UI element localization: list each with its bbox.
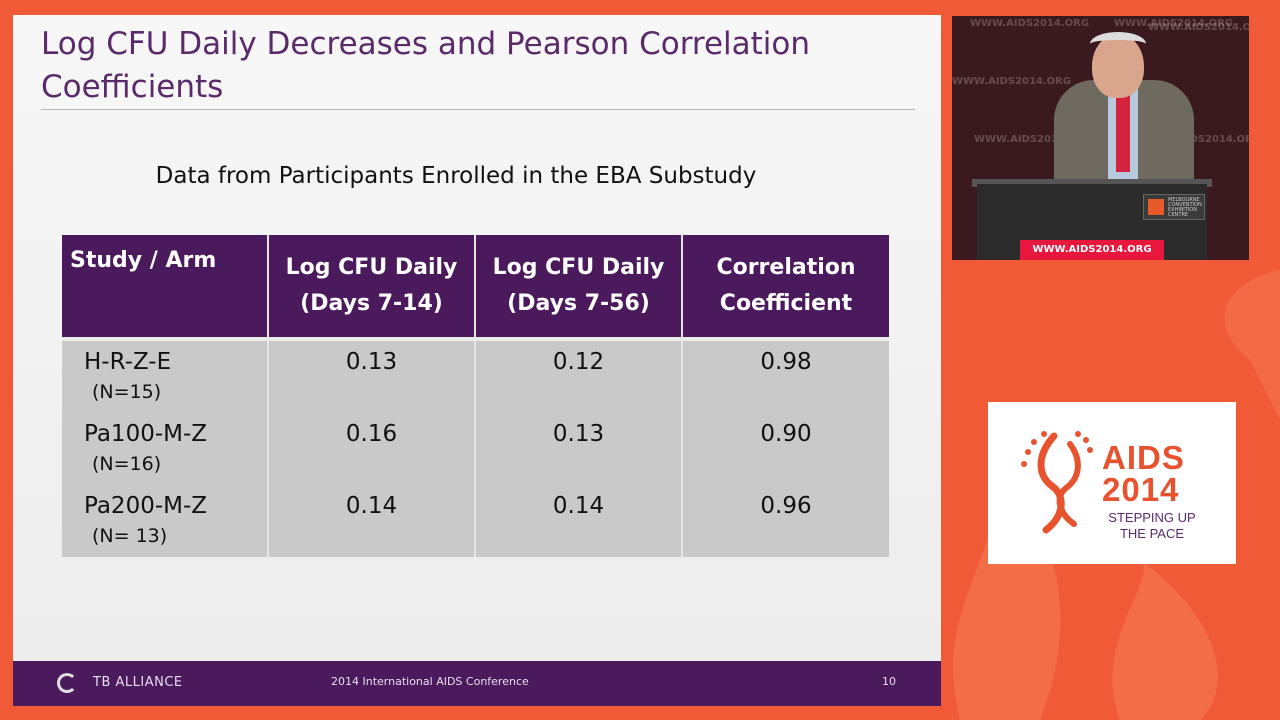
arm-cell: Pa100-M-Z (N=16)	[62, 413, 269, 485]
value-days-7-14: 0.16	[268, 413, 476, 485]
arm-cell: Pa200-M-Z (N= 13)	[62, 485, 269, 557]
header-days-7-14: Log CFU Daily (Days 7-14)	[268, 235, 476, 337]
watermark: WWW.AIDS2014.ORG	[1148, 22, 1249, 33]
header-correlation: Correlation Coefficient	[682, 235, 889, 337]
value-correlation: 0.96	[682, 485, 889, 557]
value-correlation: 0.90	[682, 413, 889, 485]
title-divider	[41, 109, 915, 110]
slide-subtitle: Data from Participants Enrolled in the E…	[13, 163, 941, 189]
table-row: Pa200-M-Z (N= 13) 0.14 0.14 0.96	[62, 485, 889, 557]
logo-year-text: 2014	[1102, 471, 1180, 508]
value-days-7-56: 0.13	[475, 413, 683, 485]
footer-page-number: 10	[882, 675, 896, 688]
value-days-7-56: 0.12	[475, 341, 683, 413]
header-study-arm: Study / Arm	[62, 235, 269, 337]
watermark: WWW.AIDS2014.ORG	[970, 18, 1090, 29]
speaker-tie	[1116, 92, 1130, 172]
podium-sign: WWW.AIDS2014.ORG	[1020, 240, 1164, 260]
arm-cell: H-R-Z-E (N=15)	[62, 341, 269, 413]
value-days-7-56: 0.14	[475, 485, 683, 557]
tb-alliance-logo-icon	[57, 673, 77, 693]
value-correlation: 0.98	[682, 341, 889, 413]
speaker-hair	[1090, 32, 1146, 56]
watermark: WWW.AIDS2014.ORG	[974, 134, 1094, 145]
watermark: WWW.AIDS2014.ORG	[1142, 134, 1249, 145]
logo-tagline-1: STEPPING UP	[1108, 510, 1196, 525]
speaker-video: WWW.AIDS2014.ORG WWW.AIDS2014.ORG WWW.AI…	[952, 16, 1249, 260]
watermark: WWW.AIDS2014.ORG	[952, 76, 1072, 87]
logo-aids-text: AIDS	[1102, 439, 1185, 476]
venue-plaque-text: MELBOURNE CONVENTION EXHIBITION CENTRE	[1168, 197, 1202, 218]
footer-organization: TB ALLIANCE	[93, 675, 183, 690]
table-row: Pa100-M-Z (N=16) 0.16 0.13 0.90	[62, 413, 889, 485]
table-header-row: Study / Arm Log CFU Daily (Days 7-14) Log…	[62, 235, 889, 337]
slide-title: Log CFU Daily Decreases and Pearson Corr…	[41, 26, 811, 105]
results-table: Study / Arm Log CFU Daily (Days 7-14) Log…	[62, 235, 889, 557]
podium-top	[972, 179, 1212, 187]
slide-subtitle-text: Data from Participants Enrolled in the E…	[155, 163, 757, 189]
venue-logo-icon	[1148, 199, 1164, 215]
venue-plaque: MELBOURNE CONVENTION EXHIBITION CENTRE	[1143, 194, 1205, 220]
value-days-7-14: 0.14	[268, 485, 476, 557]
slide-footer: TB ALLIANCE 2014 International AIDS Conf…	[13, 661, 941, 706]
aids-2014-logo: AIDS 2014 STEPPING UP THE PACE	[988, 402, 1236, 564]
footer-conference: 2014 International AIDS Conference	[331, 675, 529, 688]
logo-tagline-2: THE PACE	[1119, 526, 1185, 541]
watermark: WWW.AIDS2014.ORG	[1114, 18, 1234, 29]
value-days-7-14: 0.13	[268, 341, 476, 413]
table-row: H-R-Z-E (N=15) 0.13 0.12 0.98	[62, 341, 889, 413]
presentation-slide: Log CFU Daily Decreases and Pearson Corr…	[13, 15, 941, 706]
footprints-icon	[1021, 431, 1093, 534]
header-days-7-56: Log CFU Daily (Days 7-56)	[475, 235, 683, 337]
